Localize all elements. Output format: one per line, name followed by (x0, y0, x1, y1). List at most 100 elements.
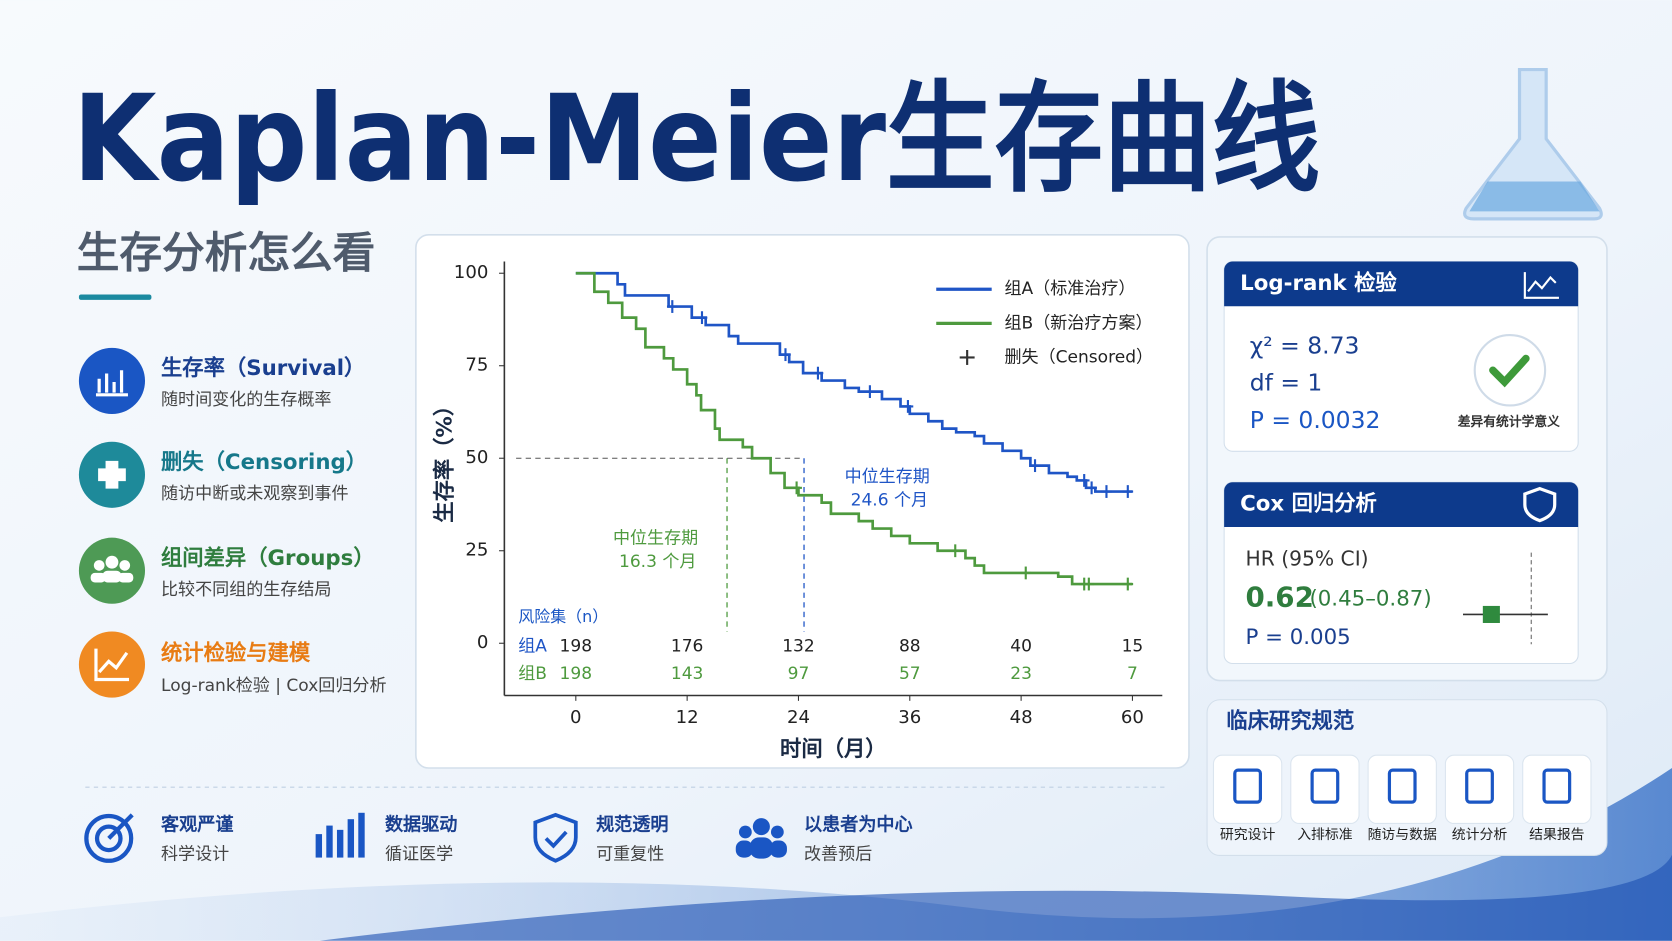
cox-p: P = 0.005 (1245, 625, 1350, 650)
median-label: 24.6 个月 (851, 490, 928, 510)
standard-label: 结果报告 (1529, 827, 1585, 843)
standard-tile (1522, 754, 1592, 824)
forest-plot (1463, 552, 1548, 645)
standard-label: 研究设计 (1220, 827, 1276, 843)
censor-mark (864, 385, 876, 399)
concept-title: 生存率（Survival） (161, 355, 365, 381)
title: Kaplan-Meier生存曲线 (73, 70, 1321, 209)
risk-value: 198 (560, 636, 593, 656)
median-title: 中位生存期 (613, 529, 698, 549)
card-icon (1523, 486, 1557, 523)
standard-icon (1310, 768, 1340, 804)
standard-tile (1367, 754, 1437, 824)
icon-glyph (90, 555, 134, 583)
risk-value: 97 (788, 664, 810, 684)
hr-point (1482, 605, 1500, 623)
chart-panel (415, 234, 1190, 769)
y-tick-label: 75 (465, 355, 488, 376)
legend-label: 删失（Censored） (1004, 347, 1153, 367)
standard-label: 随访与数据 (1368, 827, 1437, 843)
principle-icon (533, 812, 578, 863)
p-value: P = 0.0032 (1250, 406, 1381, 434)
principle-title: 数据驱动 (385, 814, 457, 836)
card-icon (1523, 272, 1559, 299)
risk-row-label: 组B (518, 664, 547, 684)
card-header (1224, 482, 1579, 528)
risk-value: 15 (1122, 636, 1144, 656)
card-header (1224, 261, 1579, 307)
standard-label: 入排标准 (1297, 827, 1353, 843)
risk-value: 57 (899, 664, 921, 684)
principle-title: 规范透明 (596, 814, 668, 836)
x-tick-label: 36 (898, 707, 921, 728)
risk-value: 7 (1127, 664, 1138, 684)
principle-title: 客观严谨 (160, 814, 233, 836)
survival-curve (575, 271, 1133, 493)
principle-sub: 循证医学 (385, 844, 453, 864)
icon-glyph (94, 648, 130, 682)
risk-value: 198 (560, 664, 593, 684)
x-tick-label: 0 (570, 707, 582, 728)
censor-mark (1122, 485, 1134, 498)
risk-value: 23 (1010, 664, 1032, 684)
badge-text: 差异有统计学意义 (1458, 414, 1560, 430)
concept-icon (78, 347, 146, 414)
median-title: 中位生存期 (845, 467, 930, 487)
censor-mark (812, 366, 824, 380)
median-label: 16.3 个月 (619, 552, 696, 572)
y-tick-label: 100 (454, 262, 489, 283)
risk-value: 40 (1010, 636, 1032, 656)
principle-icon (735, 818, 787, 859)
principle-icon (315, 812, 365, 858)
censor-mark (902, 400, 914, 413)
principle-sub: 科学设计 (161, 844, 229, 864)
hr-value: 0.62 (1245, 580, 1313, 613)
censor-mark (1101, 485, 1112, 498)
concept-desc: Log-rank检验 | Cox回归分析 (161, 676, 387, 696)
concept-title: 组间差异（Groups） (161, 545, 375, 571)
y-tick-label: 25 (465, 540, 488, 561)
subtitle-underline (78, 294, 152, 300)
censor-mark (1086, 481, 1097, 495)
legend-label: 组B（新治疗方案） (1004, 313, 1152, 333)
standard-tile (1290, 754, 1360, 824)
standard-icon (1233, 768, 1262, 804)
flask-liquid (1469, 181, 1600, 212)
risk-value: 88 (899, 636, 921, 656)
x-tick-label: 24 (787, 707, 810, 728)
y-tick-label: 0 (477, 632, 489, 653)
censor-mark (1083, 577, 1095, 591)
concept-title: 统计检验与建模 (161, 640, 311, 666)
chi2: χ² = 8.73 (1250, 331, 1360, 359)
hr-ci: (0.45–0.87) (1309, 587, 1431, 612)
x-axis-label: 时间（月） (780, 737, 887, 762)
legend-label: 组A（标准治疗） (1004, 279, 1135, 299)
censor-mark (666, 300, 678, 313)
censor-mark (780, 348, 791, 362)
icon-glyph (95, 370, 128, 397)
standards-items: 研究设计 入排标准 随访与数据 统计分析 结果报告 (1212, 754, 1592, 843)
card-title: Log-rank 检验 (1240, 270, 1397, 296)
risk-title: 风险集（n） (518, 607, 608, 626)
standard-tile (1212, 754, 1283, 824)
concept-title: 删失（Censoring） (161, 450, 367, 475)
df: df = 1 (1250, 369, 1323, 397)
wave (319, 831, 1672, 941)
censor-mark (1078, 474, 1090, 487)
survival-curve (575, 271, 1133, 586)
y-axis-label: 生存率（%） (432, 395, 458, 523)
censor-mark (696, 311, 708, 325)
standards-title: 临床研究规范 (1226, 708, 1354, 734)
censor-mark (1020, 566, 1032, 580)
concept-desc: 随访中断或未观察到事件 (161, 484, 349, 504)
principle-sub: 可重复性 (596, 844, 664, 864)
censor-mark (1029, 459, 1041, 473)
check-mark (1489, 354, 1530, 388)
x-tick-label: 12 (676, 707, 699, 728)
principle-sub: 改善预后 (804, 844, 872, 864)
risk-row-label: 组A (518, 636, 547, 656)
principle-title: 以患者为中心 (804, 814, 913, 836)
concept-desc: 随时间变化的生存概率 (161, 390, 331, 410)
